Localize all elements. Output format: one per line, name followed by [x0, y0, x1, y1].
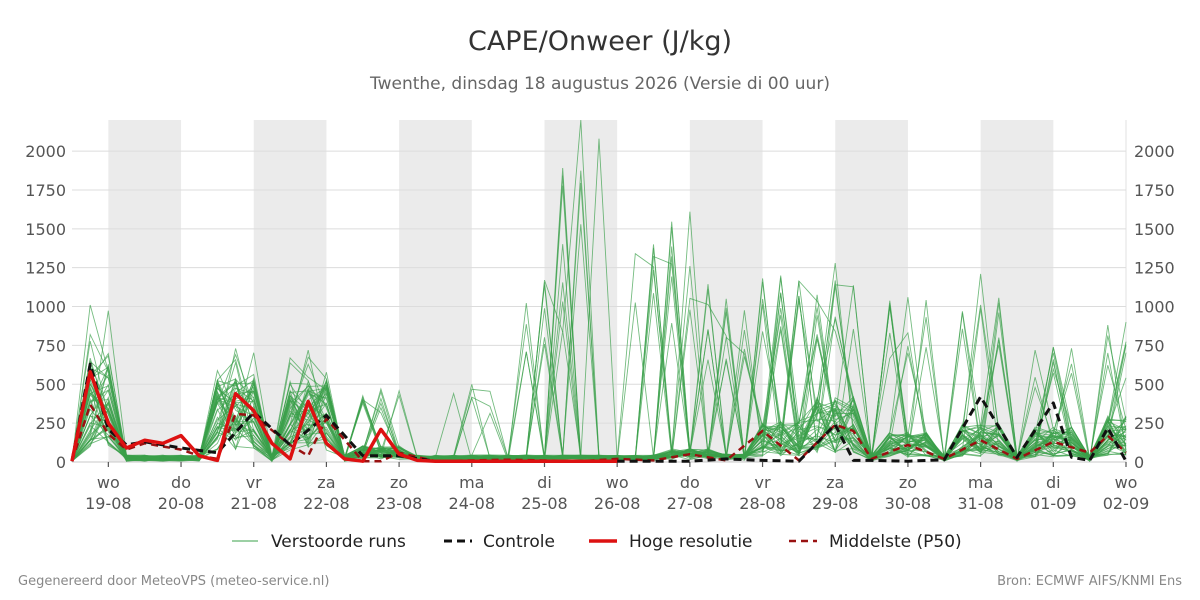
x-tick-date-11: 30-08: [885, 494, 932, 513]
chart-title: CAPE/Onweer (J/kg): [468, 26, 732, 57]
y-tick-left-2000: 2000: [25, 142, 66, 161]
shaded-day-19-08: [108, 120, 182, 462]
legend-item-median: Middelste (P50): [789, 532, 962, 552]
x-axis: wo 19-08 do 20-08 vr 21-08 za 22-08 zo 23-08 ma 24-…: [85, 462, 1149, 513]
y-tick-left-250: 250: [35, 414, 66, 433]
x-tick-date-3: 22-08: [303, 494, 350, 513]
x-tick-day-11: zo: [899, 473, 917, 492]
x-tick-date-10: 29-08: [812, 494, 859, 513]
x-tick-day-4: zo: [390, 473, 408, 492]
x-tick-day-14: wo: [1115, 473, 1138, 492]
y-tick-right-2000: 2000: [1134, 142, 1175, 161]
x-tick-date-7: 26-08: [594, 494, 641, 513]
footer-generated-by: Gegenereerd door MeteoVPS (meteo-service…: [18, 574, 329, 589]
shaded-day-29-08: [835, 120, 908, 462]
x-tick-day-2: vr: [246, 473, 262, 492]
y-tick-right-1000: 1000: [1134, 298, 1175, 317]
high-res-line: [70, 370, 618, 463]
x-tick-date-12: 31-08: [957, 494, 1004, 513]
legend-label-control: Controle: [483, 532, 555, 552]
shaded-day-31-08: [980, 120, 1054, 462]
chart-subtitle: Twenthe, dinsdag 18 augustus 2026 (Versi…: [369, 74, 830, 94]
y-tick-left-0: 0: [56, 453, 66, 472]
footer-source: Bron: ECMWF AIFS/KNMI Ens: [997, 574, 1182, 589]
ensemble-member-50: [71, 300, 1127, 462]
y-tick-right-0: 0: [1134, 453, 1144, 472]
control-line: [70, 362, 1128, 463]
x-tick-date-5: 24-08: [449, 494, 496, 513]
legend: Verstoorde runs Controle Hoge resolutie …: [232, 532, 962, 552]
legend-item-ensemble: Verstoorde runs: [232, 532, 406, 552]
x-tick-day-9: vr: [755, 473, 771, 492]
x-tick-day-7: wo: [606, 473, 629, 492]
x-tick-date-13: 01-09: [1030, 494, 1077, 513]
y-tick-right-250: 250: [1134, 414, 1165, 433]
x-tick-date-1: 20-08: [158, 494, 205, 513]
y-tick-left-1250: 1250: [25, 259, 66, 278]
x-tick-date-0: 19-08: [85, 494, 132, 513]
legend-label-median: Middelste (P50): [829, 532, 962, 552]
x-tick-date-4: 23-08: [376, 494, 423, 513]
shaded-day-27-08: [689, 120, 763, 462]
x-tick-date-6: 25-08: [521, 494, 568, 513]
legend-item-control: Controle: [444, 532, 555, 552]
y-tick-left-1000: 1000: [25, 298, 66, 317]
x-tick-day-5: ma: [459, 473, 484, 492]
x-tick-day-6: di: [537, 473, 552, 492]
legend-label-ensemble: Verstoorde runs: [271, 532, 406, 552]
y-tick-left-750: 750: [35, 336, 66, 355]
y-tick-left-1500: 1500: [25, 220, 66, 239]
x-tick-day-8: do: [680, 473, 700, 492]
y-tick-left-1750: 1750: [25, 181, 66, 200]
y-tick-right-500: 500: [1134, 375, 1165, 394]
x-tick-day-10: za: [826, 473, 844, 492]
y-tick-left-500: 500: [35, 375, 66, 394]
x-tick-day-12: ma: [968, 473, 993, 492]
y-axis-left: 0 250 500 750 1000 1250 1500 1750 2000: [25, 142, 66, 472]
y-tick-right-1500: 1500: [1134, 220, 1175, 239]
shaded-day-23-08: [399, 120, 472, 462]
y-tick-right-1250: 1250: [1134, 259, 1175, 278]
x-tick-day-13: di: [1046, 473, 1061, 492]
x-tick-date-14: 02-09: [1103, 494, 1150, 513]
x-tick-day-0: wo: [97, 473, 120, 492]
main-series: [70, 362, 1128, 463]
legend-item-high-res: Hoge resolutie: [589, 532, 753, 552]
x-tick-day-1: do: [171, 473, 191, 492]
y-tick-right-750: 750: [1134, 336, 1165, 355]
x-tick-day-3: za: [317, 473, 335, 492]
y-axis-right: 0 250 500 750 1000 1250 1500 1750 2000: [1134, 142, 1175, 472]
y-tick-right-1750: 1750: [1134, 181, 1175, 200]
legend-label-high-res: Hoge resolutie: [629, 532, 753, 552]
x-tick-date-9: 28-08: [739, 494, 786, 513]
x-tick-date-8: 27-08: [667, 494, 714, 513]
x-tick-date-2: 21-08: [230, 494, 277, 513]
